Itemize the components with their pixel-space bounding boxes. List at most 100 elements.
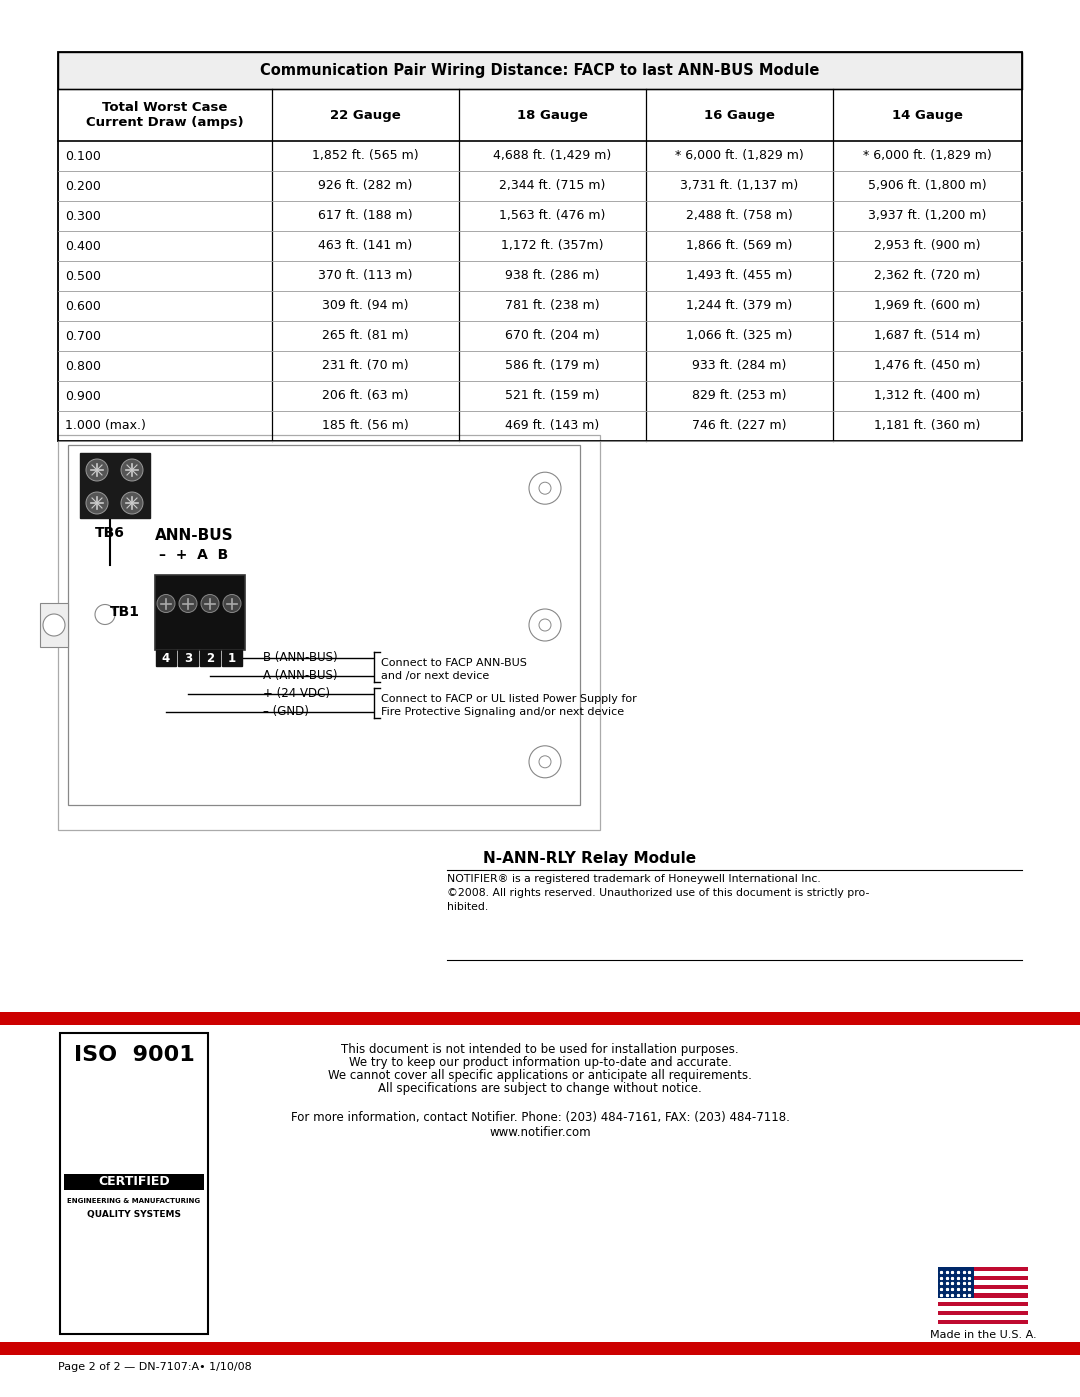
Circle shape <box>529 472 561 504</box>
Text: 1,969 ft. (600 m): 1,969 ft. (600 m) <box>875 299 981 313</box>
Bar <box>68 446 580 805</box>
Text: 670 ft. (204 m): 670 ft. (204 m) <box>505 330 599 342</box>
Bar <box>939 1280 1028 1284</box>
Text: All specifications are subject to change without notice.: All specifications are subject to change… <box>378 1083 702 1095</box>
Text: 781 ft. (238 m): 781 ft. (238 m) <box>505 299 599 313</box>
Text: 3: 3 <box>184 651 192 665</box>
Text: ENGINEERING & MANUFACTURING: ENGINEERING & MANUFACTURING <box>67 1197 201 1204</box>
Text: 185 ft. (56 m): 185 ft. (56 m) <box>322 419 409 433</box>
Text: – (GND): – (GND) <box>264 705 309 718</box>
Text: B (ANN-BUS): B (ANN-BUS) <box>264 651 338 665</box>
Circle shape <box>121 460 143 481</box>
Text: 1,493 ft. (455 m): 1,493 ft. (455 m) <box>687 270 793 282</box>
Bar <box>939 1306 1028 1310</box>
Text: 2: 2 <box>206 651 214 665</box>
Circle shape <box>529 609 561 641</box>
Text: 0.100: 0.100 <box>65 149 100 162</box>
Text: 370 ft. (113 m): 370 ft. (113 m) <box>319 270 413 282</box>
Text: 1,181 ft. (360 m): 1,181 ft. (360 m) <box>875 419 981 433</box>
Text: We cannot cover all specific applications or anticipate all requirements.: We cannot cover all specific application… <box>328 1069 752 1083</box>
Text: Made in the U.S. A.: Made in the U.S. A. <box>930 1330 1037 1340</box>
Text: 231 ft. (70 m): 231 ft. (70 m) <box>322 359 409 373</box>
Bar <box>222 650 242 666</box>
Text: 0.900: 0.900 <box>65 390 100 402</box>
Text: 1,687 ft. (514 m): 1,687 ft. (514 m) <box>875 330 981 342</box>
Text: 0.300: 0.300 <box>65 210 100 222</box>
Text: TB1: TB1 <box>110 605 140 619</box>
Text: 3,731 ft. (1,137 m): 3,731 ft. (1,137 m) <box>680 179 799 193</box>
Text: –  +  A  B: – + A B <box>159 548 228 562</box>
Text: TB6: TB6 <box>95 527 125 541</box>
Text: www.notifier.com: www.notifier.com <box>489 1126 591 1139</box>
Text: A (ANN-BUS): A (ANN-BUS) <box>264 669 337 683</box>
Text: 0.500: 0.500 <box>65 270 102 282</box>
Bar <box>0 1011 1080 1025</box>
Text: * 6,000 ft. (1,829 m): * 6,000 ft. (1,829 m) <box>675 149 804 162</box>
Bar <box>156 576 245 650</box>
Bar <box>0 1343 1080 1355</box>
Text: 2,344 ft. (715 m): 2,344 ft. (715 m) <box>499 179 606 193</box>
Text: 16 Gauge: 16 Gauge <box>704 109 775 122</box>
Text: 1,244 ft. (379 m): 1,244 ft. (379 m) <box>687 299 793 313</box>
Text: Connect to FACP ANN-BUS: Connect to FACP ANN-BUS <box>381 658 527 668</box>
Text: 0.400: 0.400 <box>65 239 100 253</box>
Bar <box>156 650 176 666</box>
Bar <box>939 1320 1028 1324</box>
Circle shape <box>86 492 108 514</box>
Text: 926 ft. (282 m): 926 ft. (282 m) <box>319 179 413 193</box>
Circle shape <box>95 605 114 624</box>
Circle shape <box>86 460 108 481</box>
Text: 2,953 ft. (900 m): 2,953 ft. (900 m) <box>875 239 981 253</box>
Text: 0.600: 0.600 <box>65 299 100 313</box>
Text: N-ANN-RLY Relay Module: N-ANN-RLY Relay Module <box>484 851 697 866</box>
Text: ANN-BUS: ANN-BUS <box>156 528 233 542</box>
Text: 206 ft. (63 m): 206 ft. (63 m) <box>322 390 408 402</box>
Bar <box>939 1294 1028 1298</box>
Text: This document is not intended to be used for installation purposes.: This document is not intended to be used… <box>341 1044 739 1056</box>
Bar <box>64 1173 204 1189</box>
Text: 617 ft. (188 m): 617 ft. (188 m) <box>319 210 413 222</box>
Text: 933 ft. (284 m): 933 ft. (284 m) <box>692 359 786 373</box>
Text: 2,362 ft. (720 m): 2,362 ft. (720 m) <box>875 270 981 282</box>
Bar <box>939 1284 1028 1289</box>
Text: 1,312 ft. (400 m): 1,312 ft. (400 m) <box>875 390 981 402</box>
Text: 1,172 ft. (357m): 1,172 ft. (357m) <box>501 239 604 253</box>
Bar <box>60 1032 208 1334</box>
Bar <box>939 1289 1028 1294</box>
Text: 469 ft. (143 m): 469 ft. (143 m) <box>505 419 599 433</box>
Circle shape <box>157 595 175 612</box>
Text: 0.200: 0.200 <box>65 179 100 193</box>
Bar <box>939 1310 1028 1315</box>
Text: Total Worst Case
Current Draw (amps): Total Worst Case Current Draw (amps) <box>86 101 244 129</box>
Bar <box>58 52 1022 441</box>
Text: 521 ft. (159 m): 521 ft. (159 m) <box>505 390 599 402</box>
Circle shape <box>43 615 65 636</box>
Text: ISO  9001: ISO 9001 <box>73 1045 194 1065</box>
Text: * 6,000 ft. (1,829 m): * 6,000 ft. (1,829 m) <box>863 149 991 162</box>
Text: 22 Gauge: 22 Gauge <box>330 109 401 122</box>
Circle shape <box>201 595 219 612</box>
Bar <box>939 1302 1028 1306</box>
Text: 1,866 ft. (569 m): 1,866 ft. (569 m) <box>687 239 793 253</box>
Text: 18 Gauge: 18 Gauge <box>517 109 588 122</box>
Bar <box>939 1267 974 1298</box>
Text: Page 2 of 2 — DN-7107:A• 1/10/08: Page 2 of 2 — DN-7107:A• 1/10/08 <box>58 1362 252 1372</box>
Text: 309 ft. (94 m): 309 ft. (94 m) <box>322 299 408 313</box>
Text: CERTIFIED: CERTIFIED <box>98 1175 170 1187</box>
Bar <box>939 1298 1028 1302</box>
Text: Fire Protective Signaling and/or next device: Fire Protective Signaling and/or next de… <box>381 707 624 717</box>
Text: Connect to FACP or UL listed Power Supply for: Connect to FACP or UL listed Power Suppl… <box>381 694 637 704</box>
Text: 1,563 ft. (476 m): 1,563 ft. (476 m) <box>499 210 606 222</box>
Bar <box>80 453 150 518</box>
Text: 1.000 (max.): 1.000 (max.) <box>65 419 146 433</box>
Text: 938 ft. (286 m): 938 ft. (286 m) <box>505 270 599 282</box>
Text: Communication Pair Wiring Distance: FACP to last ANN-BUS Module: Communication Pair Wiring Distance: FACP… <box>260 63 820 78</box>
Bar <box>939 1315 1028 1320</box>
Text: For more information, contact Notifier. Phone: (203) 484-7161, FAX: (203) 484-71: For more information, contact Notifier. … <box>291 1111 789 1123</box>
Bar <box>200 650 220 666</box>
Text: 4,688 ft. (1,429 m): 4,688 ft. (1,429 m) <box>494 149 611 162</box>
Text: 1: 1 <box>228 651 237 665</box>
Text: 746 ft. (227 m): 746 ft. (227 m) <box>692 419 787 433</box>
Bar <box>178 650 198 666</box>
Text: 829 ft. (253 m): 829 ft. (253 m) <box>692 390 787 402</box>
